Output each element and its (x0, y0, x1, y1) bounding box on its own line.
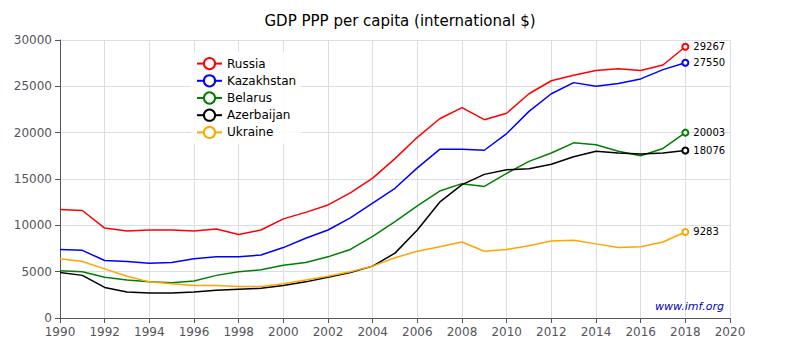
svg-text:1990: 1990 (45, 325, 76, 339)
svg-text:Azerbaijan: Azerbaijan (227, 108, 290, 122)
svg-text:2018: 2018 (670, 325, 701, 339)
svg-text:2010: 2010 (491, 325, 522, 339)
svg-text:2000: 2000 (268, 325, 299, 339)
svg-text:20000: 20000 (14, 126, 52, 140)
svg-text:1998: 1998 (223, 325, 254, 339)
svg-text:25000: 25000 (14, 79, 52, 93)
svg-text:Kazakhstan: Kazakhstan (227, 74, 296, 88)
svg-text:1992: 1992 (89, 325, 120, 339)
svg-text:GDP PPP per capita (internatio: GDP PPP per capita (international $) (264, 12, 535, 30)
svg-text:www.imf.org: www.imf.org (655, 300, 724, 313)
svg-text:5000: 5000 (21, 265, 52, 279)
svg-text:Belarus: Belarus (227, 91, 272, 105)
svg-text:9283: 9283 (693, 226, 718, 237)
svg-text:1996: 1996 (179, 325, 210, 339)
svg-text:2016: 2016 (625, 325, 656, 339)
svg-text:2006: 2006 (402, 325, 433, 339)
svg-text:2012: 2012 (536, 325, 567, 339)
svg-text:Russia: Russia (227, 57, 266, 71)
svg-text:Ukraine: Ukraine (227, 125, 273, 139)
svg-text:2020: 2020 (715, 325, 746, 339)
svg-text:15000: 15000 (14, 172, 52, 186)
svg-text:2002: 2002 (313, 325, 344, 339)
svg-text:2004: 2004 (357, 325, 388, 339)
svg-text:10000: 10000 (14, 218, 52, 232)
svg-text:29267: 29267 (693, 41, 725, 52)
svg-text:2014: 2014 (581, 325, 612, 339)
svg-text:0: 0 (44, 311, 52, 325)
svg-text:1994: 1994 (134, 325, 165, 339)
svg-text:20003: 20003 (693, 127, 725, 138)
svg-text:18076: 18076 (693, 145, 725, 156)
svg-text:2008: 2008 (447, 325, 478, 339)
svg-text:27550: 27550 (693, 57, 725, 68)
svg-text:30000: 30000 (14, 33, 52, 47)
